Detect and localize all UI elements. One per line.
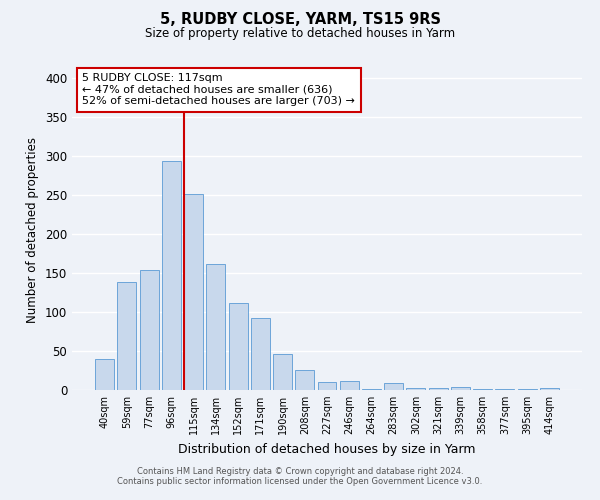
Bar <box>496 389 514 390</box>
Bar <box>518 389 536 390</box>
Y-axis label: Number of detached properties: Number of detached properties <box>26 137 40 323</box>
Text: Contains public sector information licensed under the Open Government Licence v3: Contains public sector information licen… <box>118 477 482 486</box>
Text: 5 RUDBY CLOSE: 117sqm
← 47% of detached houses are smaller (636)
52% of semi-det: 5 RUDBY CLOSE: 117sqm ← 47% of detached … <box>82 73 355 106</box>
Text: Size of property relative to detached houses in Yarm: Size of property relative to detached ho… <box>145 28 455 40</box>
Bar <box>162 162 181 390</box>
Bar <box>251 318 270 390</box>
Bar <box>429 388 448 390</box>
Bar <box>140 270 158 390</box>
Bar <box>317 382 337 390</box>
Bar <box>340 382 359 390</box>
Bar <box>229 302 248 390</box>
Text: 5, RUDBY CLOSE, YARM, TS15 9RS: 5, RUDBY CLOSE, YARM, TS15 9RS <box>160 12 440 28</box>
Bar <box>95 359 114 390</box>
Bar <box>206 264 225 390</box>
X-axis label: Distribution of detached houses by size in Yarm: Distribution of detached houses by size … <box>178 442 476 456</box>
Bar <box>295 370 314 390</box>
Bar <box>362 389 381 390</box>
Bar <box>406 388 425 390</box>
Bar <box>118 282 136 390</box>
Bar <box>540 388 559 390</box>
Text: Contains HM Land Registry data © Crown copyright and database right 2024.: Contains HM Land Registry data © Crown c… <box>137 467 463 476</box>
Bar <box>184 194 203 390</box>
Bar <box>451 387 470 390</box>
Bar <box>273 354 292 390</box>
Bar <box>473 389 492 390</box>
Bar <box>384 383 403 390</box>
